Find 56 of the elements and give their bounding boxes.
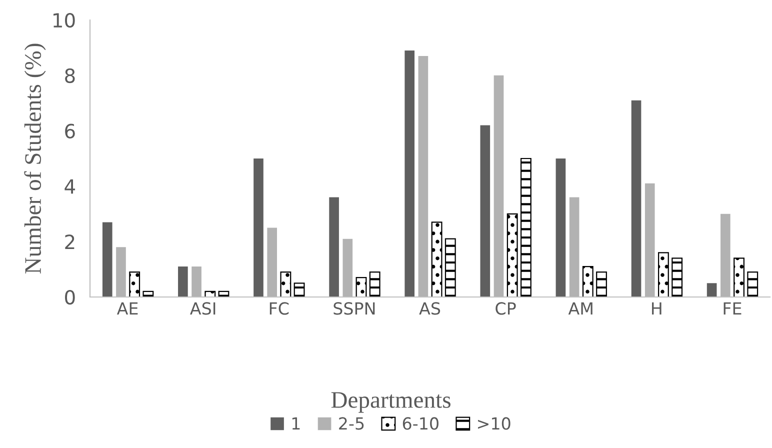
x-axis-title: Departments [331,392,450,413]
x-tick-label: AS [419,302,440,315]
x-tick-label: SSPN [334,302,375,315]
bar [142,290,154,297]
bar [129,272,140,297]
bar [520,158,532,297]
legend-label: >10 [478,417,510,430]
bar [506,213,518,297]
bar [706,283,717,297]
bar [672,258,683,297]
bar [431,222,442,297]
bar [734,258,744,297]
bar [280,272,292,297]
bar [418,56,428,297]
bar [204,290,216,297]
bar [494,75,504,297]
bar [267,228,277,297]
bar [178,266,188,297]
y-tick-label: 2 [65,234,74,249]
y-tick-label: 8 [65,68,75,84]
bar [254,158,264,297]
bar [444,238,456,297]
x-tick-label: ASI [190,302,216,315]
bar [356,277,367,297]
bar [294,282,305,297]
bar [192,266,202,297]
bar [342,238,353,297]
bar [102,222,112,297]
bar [720,214,730,297]
bar [658,252,669,297]
y-axis-title: Number of Students (%) [24,44,46,274]
legend-label: 6-10 [402,417,438,430]
bar [582,266,594,297]
x-tick-label: FE [724,302,742,315]
x-tick-label: FC [270,302,289,315]
y-tick-label: 0 [65,290,75,305]
bar [631,100,642,297]
x-tick-label: AE [116,302,138,315]
x-tick-label: AM [568,302,592,315]
x-tick-label: CP [496,302,516,315]
legend-label: 1 [292,417,300,430]
legend-label: 2-5 [339,417,364,430]
bar [644,183,655,297]
bar [404,50,415,297]
bar [556,158,566,297]
bar [369,272,380,297]
y-tick-label: 10 [54,12,75,28]
y-tick-label: 4 [64,179,76,194]
x-tick-label: H [652,302,662,315]
bar [569,197,580,297]
bar [480,125,490,297]
y-tick-label: 6 [65,124,75,138]
bar [596,272,607,297]
bar [116,247,126,297]
bar [329,197,339,297]
bar [747,272,758,297]
